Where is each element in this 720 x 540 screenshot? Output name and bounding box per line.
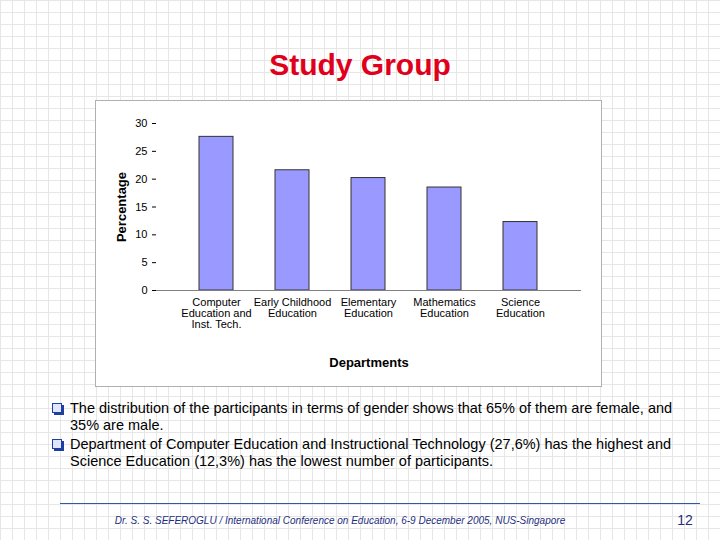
svg-text:10: 10 <box>135 228 147 240</box>
svg-text:ElementaryEducation: ElementaryEducation <box>341 296 397 319</box>
svg-text:0: 0 <box>141 284 147 296</box>
html-text:Study Group: Study Group <box>269 48 451 81</box>
svg-text:Early ChildhoodEducation: Early ChildhoodEducation <box>254 296 332 319</box>
svg-text:30: 30 <box>135 117 147 129</box>
svg-text:5: 5 <box>141 256 147 268</box>
svg-text:20: 20 <box>135 173 147 185</box>
html-text:12: 12 <box>677 512 693 528</box>
svg-text:15: 15 <box>135 201 147 213</box>
svg-text:MathematicsEducation: MathematicsEducation <box>413 296 476 319</box>
svg-text:25: 25 <box>135 145 147 157</box>
svg-text:Percentage: Percentage <box>114 172 129 242</box>
svg-text:Departments: Departments <box>329 355 408 370</box>
html-text:The distribution of the partic: The distribution of the participants in … <box>70 400 673 433</box>
html-text:Dr. S. S. SEFEROGLU / Internat: Dr. S. S. SEFEROGLU / International Conf… <box>114 515 566 526</box>
html-text:Department of Computer Educati: Department of Computer Education and Ins… <box>70 436 671 469</box>
svg-text:ComputerEducation andInst. Tec: ComputerEducation andInst. Tech. <box>181 296 251 330</box>
svg-text:ScienceEducation: ScienceEducation <box>496 296 545 319</box>
